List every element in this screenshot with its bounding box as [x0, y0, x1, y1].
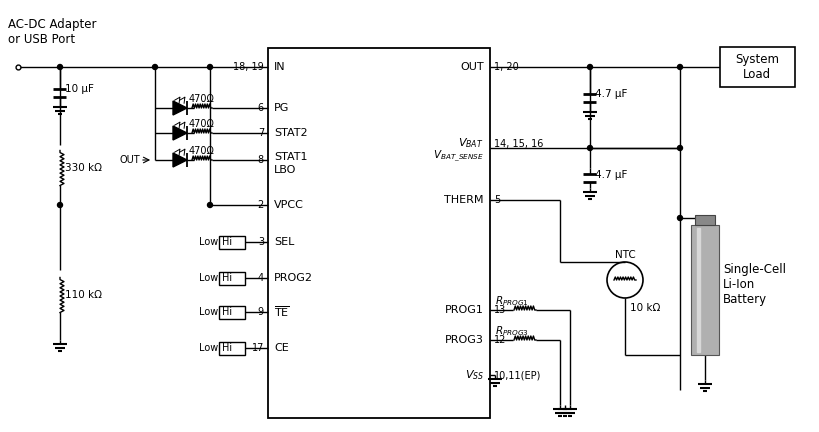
Text: Low: Low	[199, 237, 218, 247]
Polygon shape	[696, 228, 699, 352]
Text: System
Load: System Load	[734, 53, 778, 81]
Text: IN: IN	[274, 62, 285, 72]
Text: 4.7 µF: 4.7 µF	[595, 170, 627, 180]
Text: 17: 17	[251, 343, 264, 353]
Text: $\overline{\rm TE}$: $\overline{\rm TE}$	[274, 305, 289, 319]
Circle shape	[676, 146, 681, 150]
Text: $V_{BAT}$: $V_{BAT}$	[458, 136, 483, 150]
Text: VPCC: VPCC	[274, 200, 304, 210]
Text: OUT: OUT	[459, 62, 483, 72]
Text: PG: PG	[274, 103, 289, 113]
Text: 6: 6	[257, 103, 264, 113]
Circle shape	[676, 216, 681, 220]
Text: CE: CE	[274, 343, 288, 353]
Text: 9: 9	[257, 307, 264, 317]
Text: $V_{SS}$: $V_{SS}$	[464, 368, 483, 382]
Text: 4: 4	[257, 273, 264, 283]
Text: 470Ω: 470Ω	[188, 119, 215, 129]
Text: 4.7 µF: 4.7 µF	[595, 89, 627, 99]
Polygon shape	[173, 126, 187, 140]
Text: 18, 19: 18, 19	[233, 62, 264, 72]
Text: 470Ω: 470Ω	[188, 146, 215, 156]
Text: 10 kΩ: 10 kΩ	[629, 303, 659, 313]
Text: Hi: Hi	[222, 343, 232, 353]
Bar	[219, 235, 245, 248]
Text: THERM: THERM	[444, 195, 483, 205]
Text: 330 kΩ: 330 kΩ	[65, 163, 102, 173]
Text: Low: Low	[199, 343, 218, 353]
Bar	[268, 48, 490, 418]
Text: LBO: LBO	[274, 165, 296, 175]
Bar	[219, 342, 245, 355]
Text: PROG3: PROG3	[445, 335, 483, 345]
Text: $R_{PROG1}$: $R_{PROG1}$	[495, 294, 528, 308]
Text: $R_{PROG3}$: $R_{PROG3}$	[495, 324, 528, 338]
Text: STAT2: STAT2	[274, 128, 307, 138]
Circle shape	[586, 146, 592, 150]
Text: 5: 5	[493, 195, 500, 205]
Bar	[219, 271, 245, 285]
Text: 1, 20: 1, 20	[493, 62, 518, 72]
Circle shape	[207, 64, 212, 70]
Text: OUT: OUT	[120, 155, 140, 165]
Text: 110 kΩ: 110 kΩ	[65, 290, 102, 300]
Text: Hi: Hi	[222, 273, 232, 283]
Circle shape	[207, 203, 212, 207]
Bar	[690, 225, 718, 355]
Circle shape	[57, 203, 62, 207]
Text: SEL: SEL	[274, 237, 294, 247]
Text: Hi: Hi	[222, 237, 232, 247]
Text: STAT1: STAT1	[274, 152, 307, 162]
Text: NTC: NTC	[614, 250, 635, 260]
Text: Low: Low	[199, 307, 218, 317]
Text: 2: 2	[257, 200, 264, 210]
Text: PROG1: PROG1	[445, 305, 483, 315]
Text: PROG2: PROG2	[274, 273, 313, 283]
Text: 14, 15, 16: 14, 15, 16	[493, 139, 543, 149]
Text: $V_{BAT\_SENSE}$: $V_{BAT\_SENSE}$	[432, 149, 483, 164]
Bar	[219, 305, 245, 318]
Text: 10 µF: 10 µF	[65, 84, 93, 94]
Text: 8: 8	[257, 155, 264, 165]
Text: 470Ω: 470Ω	[188, 94, 215, 104]
Text: 13: 13	[493, 305, 505, 315]
Text: Single-Cell
Li-Ion
Battery: Single-Cell Li-Ion Battery	[722, 264, 785, 306]
Text: 3: 3	[257, 237, 264, 247]
Polygon shape	[173, 153, 187, 167]
Bar	[719, 47, 794, 87]
Text: AC-DC Adapter
or USB Port: AC-DC Adapter or USB Port	[8, 18, 97, 46]
Text: 10,11(EP): 10,11(EP)	[493, 370, 541, 380]
Text: 7: 7	[257, 128, 264, 138]
Text: Hi: Hi	[222, 307, 232, 317]
Polygon shape	[173, 101, 187, 115]
Text: 12: 12	[493, 335, 506, 345]
Bar	[695, 215, 714, 225]
Circle shape	[586, 64, 592, 70]
Circle shape	[57, 64, 62, 70]
Circle shape	[676, 64, 681, 70]
Circle shape	[152, 64, 157, 70]
Text: Low: Low	[199, 273, 218, 283]
